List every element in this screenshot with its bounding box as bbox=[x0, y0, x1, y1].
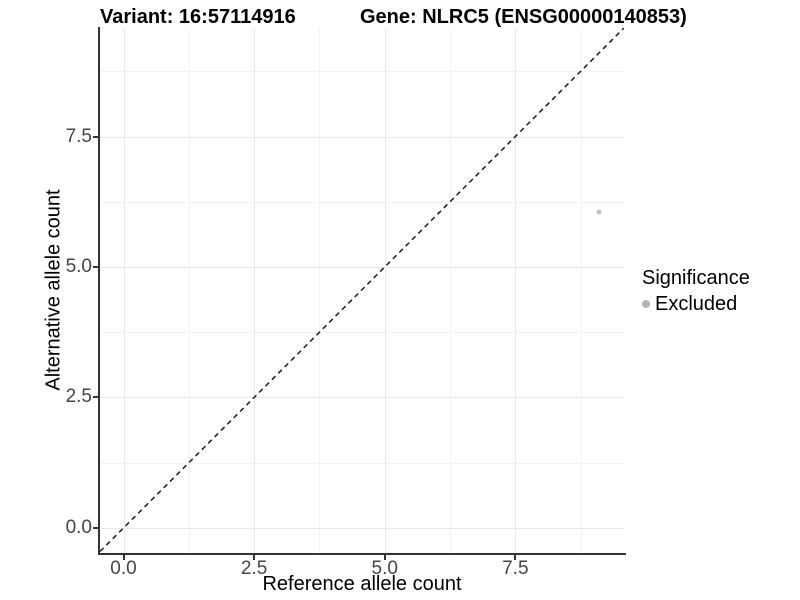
identity-reference-line bbox=[100, 28, 624, 552]
gridline bbox=[384, 28, 386, 553]
gridline bbox=[580, 28, 582, 553]
y-tick-mark bbox=[93, 396, 98, 399]
plot-panel bbox=[100, 28, 624, 553]
gene-title: Gene: NLRC5 (ENSG00000140853) bbox=[360, 6, 687, 28]
gridline bbox=[100, 71, 624, 73]
gridline bbox=[123, 28, 125, 553]
x-tick-mark bbox=[253, 555, 256, 560]
gridline bbox=[100, 527, 624, 529]
gridline bbox=[450, 28, 452, 553]
legend-item-label: Excluded bbox=[655, 292, 738, 315]
gridline bbox=[515, 28, 517, 553]
y-tick-mark bbox=[93, 135, 98, 138]
legend-item: Excluded bbox=[642, 293, 750, 315]
x-axis-title: Reference allele count bbox=[262, 573, 462, 595]
gridline bbox=[188, 28, 190, 553]
y-tick-label: 2.5 bbox=[65, 386, 92, 408]
x-tick-label: 2.5 bbox=[240, 558, 268, 579]
variant-title: Variant: 16:57114916 bbox=[100, 6, 296, 28]
legend-items: Excluded bbox=[642, 293, 750, 315]
gridline bbox=[100, 462, 624, 464]
x-tick-label: 7.5 bbox=[502, 558, 529, 579]
legend: Significance Excluded bbox=[642, 267, 750, 315]
legend-key-dot-icon bbox=[642, 300, 650, 308]
gridline bbox=[100, 201, 624, 203]
y-tick-mark bbox=[93, 526, 98, 529]
data-point bbox=[596, 209, 602, 215]
gridline bbox=[100, 397, 624, 399]
gridline bbox=[100, 136, 624, 138]
legend-title: Significance bbox=[642, 267, 750, 289]
x-tick-mark bbox=[122, 555, 125, 560]
x-tick-mark bbox=[514, 555, 517, 560]
y-tick-label: 7.5 bbox=[65, 125, 92, 147]
y-axis-title: Alternative allele count bbox=[42, 189, 65, 391]
y-axis-line bbox=[98, 27, 100, 555]
x-axis-line bbox=[98, 553, 626, 555]
gridline bbox=[254, 28, 256, 553]
y-tick-label: 5.0 bbox=[65, 256, 92, 278]
gridline bbox=[319, 28, 321, 553]
y-tick-mark bbox=[93, 266, 98, 269]
gridline bbox=[100, 267, 624, 269]
x-tick-label: 0.0 bbox=[110, 558, 137, 579]
x-tick-label: 5.0 bbox=[371, 558, 398, 579]
y-tick-label: 0.0 bbox=[65, 516, 92, 538]
gridline bbox=[100, 332, 624, 334]
x-tick-mark bbox=[383, 555, 386, 560]
